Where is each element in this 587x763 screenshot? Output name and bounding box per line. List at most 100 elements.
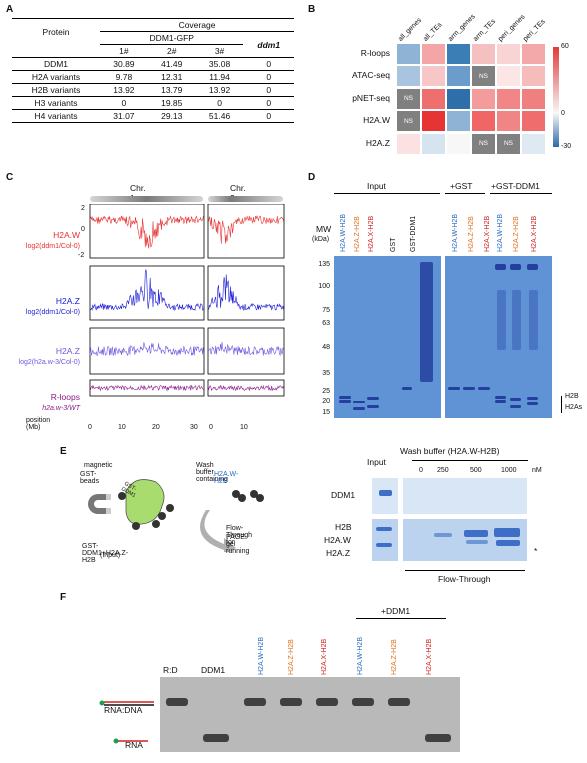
bead-schematic	[88, 479, 174, 530]
gel-band	[280, 698, 302, 706]
gst-label: +GST	[450, 181, 473, 191]
scale-min: -30	[561, 143, 572, 150]
track-frame	[207, 265, 285, 321]
scale-max: 60	[561, 43, 569, 50]
signal-trace	[207, 384, 284, 392]
gel-band	[425, 734, 451, 742]
rep-3: 3#	[214, 46, 225, 56]
h2aw-label-e: H2A.W	[324, 535, 351, 545]
magnet-icon	[88, 494, 108, 514]
xtick: 20	[152, 424, 160, 431]
bead-icon	[250, 490, 258, 498]
gel-band	[448, 387, 460, 390]
rna-label: RNA	[125, 740, 143, 750]
gel-band	[434, 533, 452, 537]
lane-label: H2A.Z-H2B	[391, 639, 398, 675]
row-protein: H4 variants	[34, 111, 78, 121]
gel-band	[376, 543, 392, 547]
gel-band	[510, 398, 521, 401]
ddm1-band	[379, 490, 392, 496]
ns-label: NS	[478, 140, 489, 148]
row-v3: 13.92	[208, 85, 231, 95]
lane-label: H2A.W-H2B	[452, 214, 459, 252]
gel-band	[203, 734, 229, 742]
gel-band	[402, 387, 412, 390]
heatmap-cell	[446, 87, 471, 110]
ddm1-label-e: DDM1	[331, 490, 356, 500]
magnetic-label: magnetic	[84, 462, 113, 469]
lane-label: H2A.X-H2B	[531, 215, 538, 252]
heatmap-cell	[396, 132, 421, 155]
ns-label: NS	[478, 72, 489, 80]
xtick: 30	[190, 424, 198, 431]
gel-band	[495, 396, 506, 399]
heatmap-col-label: peri_TEs	[522, 18, 547, 43]
kda-label: (kDa)	[312, 236, 330, 243]
xtick: 0	[88, 424, 92, 431]
signal-trace	[89, 269, 204, 312]
lane-label: H2A.Z-H2B	[513, 216, 520, 252]
heatmap-cell	[446, 65, 471, 88]
gel-e-bottom-input	[372, 519, 398, 561]
conc-1000: 1000	[501, 467, 517, 474]
panel-d-label: D	[308, 172, 316, 183]
mw-label: MW	[316, 224, 332, 234]
heatmap-cell	[496, 87, 521, 110]
gst-bracket	[445, 193, 485, 194]
flowthrough-label: Flow-Through	[438, 574, 491, 584]
row-v2: 29.13	[161, 111, 183, 121]
row-protein: DDM1	[43, 59, 69, 69]
row-ddm1: 0	[266, 72, 272, 82]
ns-label: NS	[503, 140, 514, 148]
row-v3: 11.94	[209, 72, 230, 82]
lane-label: H2A.X-H2B	[368, 215, 375, 252]
input-label-d: Input	[367, 181, 386, 191]
heatmap-cell	[521, 110, 546, 133]
heatmap-cell	[496, 65, 521, 88]
xtick: 0	[209, 424, 213, 431]
h2-bracket	[561, 396, 562, 413]
heatmap-row-label: H2A.Z	[365, 137, 390, 148]
mw-tick: 20	[322, 398, 330, 405]
heatmap-cell	[396, 43, 421, 65]
gel-band	[464, 530, 488, 537]
gel-band	[367, 405, 379, 408]
ns-label: NS	[403, 95, 414, 103]
ddm1-header: ddm1	[257, 39, 281, 50]
track-frame	[89, 327, 205, 375]
gel-band	[527, 397, 538, 400]
gel-band	[463, 387, 475, 390]
wash-schematic	[200, 490, 264, 552]
lane-label: H2A.Z-H2B	[468, 216, 475, 252]
ddm1-protein-shape	[125, 479, 165, 525]
beads-label: GST-beads	[80, 471, 100, 485]
heatmap-col-label: all_TEs	[422, 21, 444, 43]
heatmap-cell	[521, 43, 546, 65]
ddm1-label-f: DDM1	[201, 665, 226, 675]
bead-icon	[166, 504, 174, 512]
panel-b-label: B	[308, 4, 316, 15]
heatmap-cell	[421, 87, 446, 110]
heatmap-cell: NS	[471, 132, 496, 155]
lane-label: H2A.W-H2B	[340, 214, 347, 252]
gel-band	[166, 698, 188, 706]
heatmap-cell	[421, 65, 446, 88]
gel-band	[496, 540, 520, 546]
heatmap-cell: NS	[396, 110, 421, 133]
row-v2: 13.79	[161, 85, 183, 95]
row-v1: 0	[121, 98, 127, 108]
gel-e-top	[403, 478, 527, 514]
bead-icon	[232, 490, 240, 498]
heatmap-row-label: ATAC-seq	[352, 70, 390, 81]
gel-band	[478, 387, 490, 390]
coverage-header: Coverage	[100, 18, 294, 32]
heatmap: NS NS NS NS NS	[396, 43, 546, 155]
row-protein: H2B variants	[31, 85, 81, 95]
heatmap-cell	[496, 110, 521, 133]
gel-band	[494, 528, 520, 537]
lane-label: GST	[390, 237, 397, 252]
bead-icon	[152, 520, 160, 528]
track3-sub: log2(h2a.w-3/Col-0)	[18, 359, 80, 366]
gel-band	[510, 405, 521, 408]
gel-band	[339, 400, 351, 403]
